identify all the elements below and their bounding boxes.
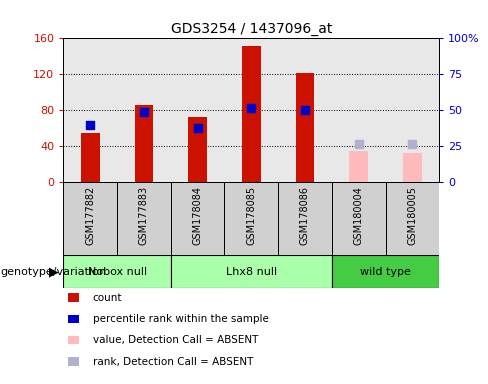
Bar bbox=[188, 117, 207, 182]
Bar bbox=[81, 133, 100, 182]
Point bbox=[140, 109, 148, 115]
Text: GSM178084: GSM178084 bbox=[193, 186, 203, 245]
Bar bbox=[63, 255, 171, 288]
Bar bbox=[349, 151, 368, 182]
Text: percentile rank within the sample: percentile rank within the sample bbox=[93, 314, 268, 324]
Text: count: count bbox=[93, 293, 122, 303]
Text: GSM178085: GSM178085 bbox=[246, 186, 256, 245]
Text: GSM180004: GSM180004 bbox=[354, 186, 364, 245]
Bar bbox=[332, 182, 386, 255]
Bar bbox=[332, 255, 439, 288]
Title: GDS3254 / 1437096_at: GDS3254 / 1437096_at bbox=[171, 22, 332, 36]
Text: Nobox null: Nobox null bbox=[87, 266, 147, 277]
Bar bbox=[117, 182, 171, 255]
Bar bbox=[63, 182, 117, 255]
Point bbox=[301, 107, 309, 114]
Text: GSM177882: GSM177882 bbox=[85, 186, 95, 245]
Bar bbox=[242, 46, 261, 182]
Bar bbox=[386, 182, 439, 255]
Text: rank, Detection Call = ABSENT: rank, Detection Call = ABSENT bbox=[93, 356, 253, 366]
Text: GSM178086: GSM178086 bbox=[300, 186, 310, 245]
Bar bbox=[296, 73, 314, 182]
Text: value, Detection Call = ABSENT: value, Detection Call = ABSENT bbox=[93, 335, 258, 345]
Bar bbox=[171, 255, 332, 288]
Text: GSM180005: GSM180005 bbox=[407, 186, 417, 245]
Bar bbox=[403, 153, 422, 182]
Text: Lhx8 null: Lhx8 null bbox=[226, 266, 277, 277]
Text: genotype/variation: genotype/variation bbox=[0, 266, 106, 277]
Text: ▶: ▶ bbox=[49, 265, 59, 278]
Bar bbox=[278, 182, 332, 255]
Bar bbox=[135, 105, 153, 182]
Text: wild type: wild type bbox=[360, 266, 411, 277]
Point bbox=[86, 122, 94, 128]
Bar bbox=[224, 182, 278, 255]
Point bbox=[194, 124, 202, 131]
Point bbox=[408, 141, 416, 147]
Point bbox=[355, 141, 363, 147]
Text: GSM177883: GSM177883 bbox=[139, 186, 149, 245]
Bar bbox=[171, 182, 224, 255]
Point bbox=[247, 104, 255, 111]
